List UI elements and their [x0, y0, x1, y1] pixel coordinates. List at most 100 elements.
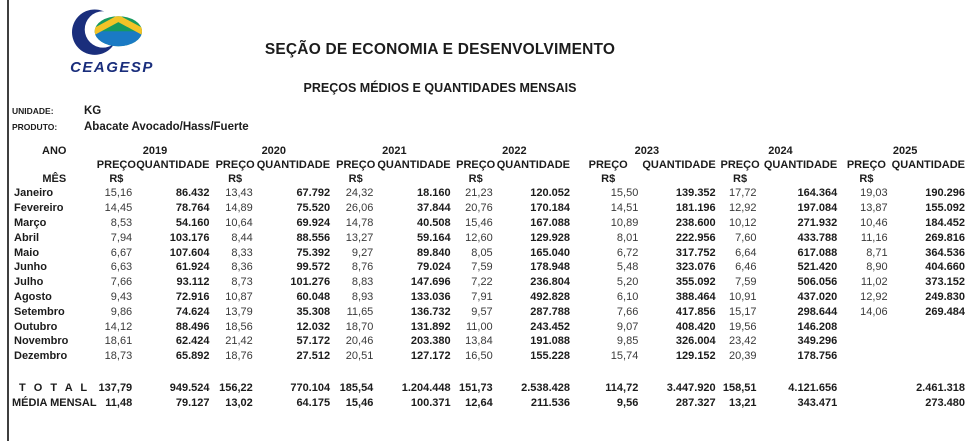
price-cell: 6,67	[110, 246, 133, 259]
price-cell: 9,07	[616, 320, 639, 333]
quantity-cell: 127.172	[410, 350, 451, 363]
price-cell: 10,87	[225, 290, 253, 303]
month-row: Janeiro 15,16 86.432 13,43 67.792 24,32 18.160…	[12, 186, 969, 201]
price-cell: 16,50	[465, 350, 493, 363]
quantity-cell: 181.196	[675, 202, 716, 215]
price-cell: 14,89	[225, 202, 253, 215]
quantity-cell: 298.644	[797, 305, 838, 318]
price-cell: 9,57	[471, 305, 493, 318]
quantidade-header: QUANTIDADE	[642, 159, 716, 171]
price-cell: 10,12	[728, 216, 757, 229]
quantity-cell: 222.956	[675, 231, 716, 244]
quantity-cell: 184.452	[925, 216, 965, 229]
quantity-cell: 37.844	[417, 202, 451, 215]
quantity-cell: 506.056	[797, 276, 838, 289]
price-cell: 20,51	[345, 350, 374, 363]
currency-header: R$	[348, 172, 363, 185]
spacer-cell	[497, 171, 574, 186]
month-row: Março 8,53 54.160 10,64 69.924 14,78 40.508 15,…	[12, 216, 969, 231]
price-cell: 24,32	[345, 187, 374, 200]
month-row: Julho 7,66 93.112 8,73 101.276 8,83 147.696 7,2…	[12, 275, 969, 290]
quantity-cell: 4.121.656	[788, 382, 838, 395]
quantity-cell: 35.308	[296, 305, 331, 318]
price-cell: 14,78	[345, 216, 374, 229]
price-cell: 151,73	[459, 382, 493, 395]
price-cell: 15,46	[465, 216, 493, 229]
quantidade-header: QUANTIDADE	[763, 159, 838, 171]
price-cell: 5,20	[616, 276, 639, 289]
price-cell: 8,33	[231, 246, 253, 259]
quantity-cell: 129.928	[530, 231, 571, 244]
spacer-cell	[377, 171, 454, 186]
spacer-cell	[136, 171, 213, 186]
quantity-cell: 617.088	[797, 246, 838, 259]
quantity-cell: 323.076	[675, 261, 716, 274]
quantity-cell: 521.420	[797, 261, 838, 274]
quantity-cell: 273.480	[925, 397, 965, 410]
price-cell: 18,70	[345, 320, 374, 333]
quantity-cell: 164.364	[797, 187, 838, 200]
price-cell: 8,90	[866, 261, 888, 274]
price-cell: 13,87	[860, 202, 888, 215]
page-title: SEÇÃO DE ECONOMIA E DESENVOLVIMENTO	[264, 41, 616, 58]
quantity-cell: 155.092	[925, 202, 965, 215]
currency-header: R$	[859, 172, 874, 185]
quantity-cell: 355.092	[675, 276, 716, 289]
price-cell: 13,21	[728, 397, 757, 410]
price-cell: 8,36	[231, 261, 253, 274]
quantity-cell: 129.152	[675, 350, 716, 363]
quantity-cell: 492.828	[530, 290, 571, 303]
quantity-cell: 120.052	[530, 187, 571, 200]
price-cell: 21,42	[225, 335, 253, 348]
price-cell: 14,12	[104, 320, 133, 333]
month-label: Setembro	[14, 305, 65, 318]
price-cell: 156,22	[219, 382, 253, 395]
table-body: Janeiro 15,16 86.432 13,43 67.792 24,32 18.160…	[12, 186, 969, 411]
total-row: T O T A L 137,79 949.524 156,22 770.104 185,5…	[12, 381, 969, 396]
price-cell: 6,64	[735, 246, 757, 259]
price-cell: 20,39	[728, 350, 757, 363]
quantity-cell: 93.112	[176, 276, 210, 289]
ceagesp-logo-icon	[72, 9, 142, 55]
quantity-cell: 191.088	[530, 335, 571, 348]
quantity-cell: 54.160	[175, 216, 210, 229]
quantity-cell: 103.176	[169, 231, 210, 244]
quantidade-header: QUANTIDADE	[496, 159, 571, 171]
price-cell: 10,89	[610, 216, 639, 229]
price-cell: 12,64	[465, 397, 493, 410]
month-label: Junho	[14, 261, 47, 274]
quantity-cell: 165.040	[530, 246, 571, 259]
price-cell: 10,91	[728, 290, 757, 303]
preco-header: PREÇO	[588, 159, 628, 171]
produto-value: Abacate Avocado/Hass/Fuerte	[84, 121, 249, 133]
quantity-cell: 78.764	[175, 202, 210, 215]
quantity-cell: 1.204.448	[401, 382, 451, 395]
month-row: Abril 7,94 103.176 8,44 88.556 13,27 59.164 12,…	[12, 230, 969, 245]
measure-header-row: PREÇO QUANTIDADE PREÇO QUANTIDADE PREÇO …	[12, 159, 969, 171]
month-row: Setembro 9,86 74.624 13,79 35.308 11,65 136.73…	[12, 304, 969, 319]
quantity-cell: 99.572	[296, 261, 331, 274]
quantidade-header: QUANTIDADE	[891, 159, 965, 171]
quantity-cell: 388.464	[675, 290, 716, 303]
price-cell	[841, 334, 891, 349]
total-label: T O T A L	[18, 382, 90, 395]
spacer-cell	[257, 171, 334, 186]
quantity-cell: 67.792	[296, 187, 331, 200]
price-cell: 158,51	[722, 382, 757, 395]
ceagesp-logo-text: CEAGESP	[70, 59, 154, 76]
produto-label: PRODUTO:	[12, 122, 58, 132]
quantity-cell: 269.816	[925, 231, 965, 244]
month-label: Julho	[14, 276, 44, 289]
quantity-cell: 433.788	[797, 231, 838, 244]
price-cell: 18,76	[225, 350, 253, 363]
quantity-cell: 64.175	[296, 397, 331, 410]
quantity-cell: 404.660	[925, 261, 965, 274]
month-row: Maio 6,67 107.604 8,33 75.392 9,27 89.840 8,05 1…	[12, 245, 969, 260]
month-label: Abril	[14, 231, 40, 244]
price-cell: 6,10	[616, 290, 639, 303]
price-cell	[841, 349, 891, 364]
quantity-cell: 770.104	[290, 382, 331, 395]
price-cell: 13,79	[225, 305, 253, 318]
currency-header: R$	[468, 172, 483, 185]
price-cell: 8,71	[866, 246, 888, 259]
